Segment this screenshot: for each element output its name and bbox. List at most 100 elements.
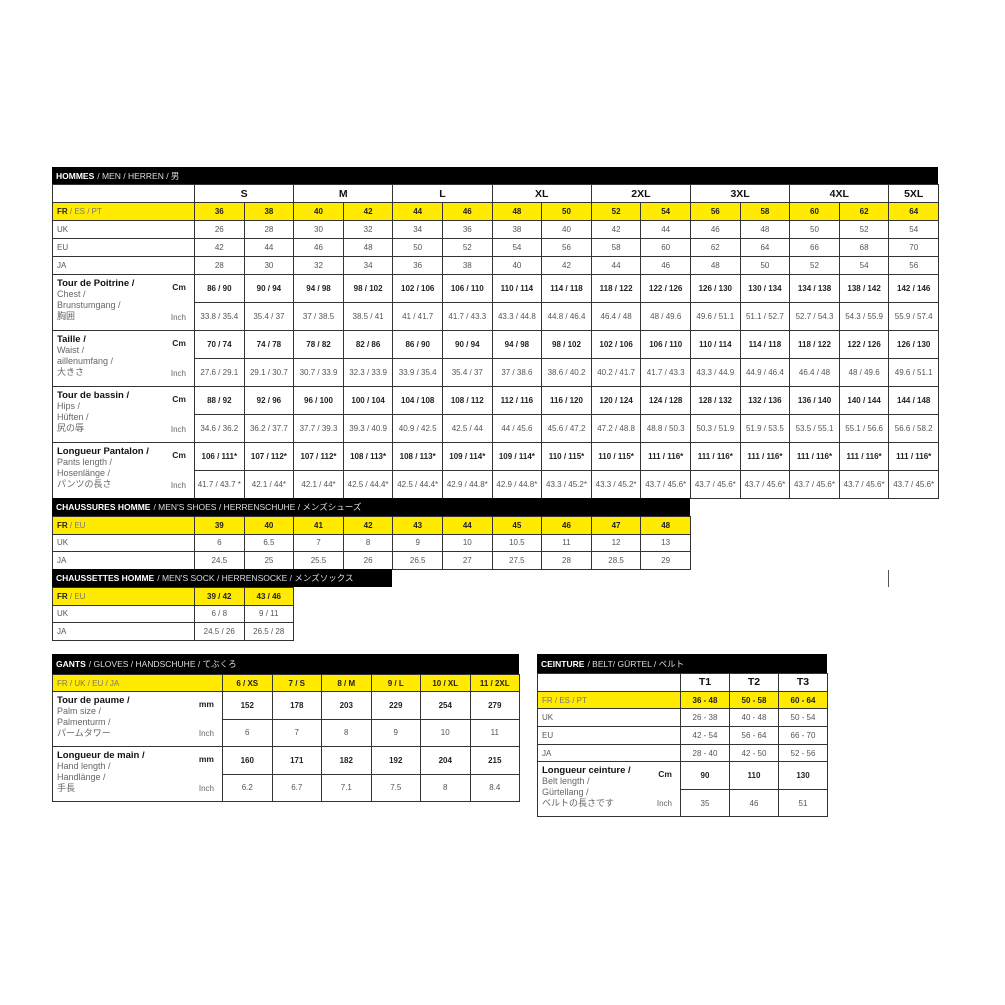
measure-value: 48 / 49.6 xyxy=(640,302,691,331)
measure-value: 215 xyxy=(469,746,520,775)
measure-value: 100 / 104 xyxy=(342,386,394,415)
size-value: 56 xyxy=(888,256,939,275)
size-label: M xyxy=(293,184,394,203)
size-value: 40 xyxy=(541,220,592,239)
measure-value: 47.2 / 48.8 xyxy=(590,414,642,443)
size-value: 52 - 56 xyxy=(778,743,828,763)
measure-subtitle: Brunstumgang / xyxy=(57,300,121,310)
conversion-row: UK 26 28 30 32 34 36 38 40 42 44 46 48 50 52 54 xyxy=(52,220,939,239)
measure-value: 229 xyxy=(370,691,421,720)
size-value: 62 xyxy=(690,238,741,257)
measure-value: 108 / 113* xyxy=(342,442,394,471)
row-label: EU xyxy=(537,726,681,745)
measure-value: 43.7 / 45.6* xyxy=(838,470,890,499)
unit-label: Inch xyxy=(170,313,186,322)
measure-value: 106 / 111* xyxy=(194,442,245,471)
measure-value: 94 / 98 xyxy=(491,330,543,359)
measure-subtitle: Handlänge / xyxy=(57,772,106,782)
size-value: 41 xyxy=(293,516,344,535)
section-title-rest: / BELT/ GÜRTEL / ベルト xyxy=(587,658,685,669)
size-value: 9 xyxy=(392,533,443,552)
size-value: 42 xyxy=(342,202,394,221)
shoes-size-table: CHAUSSURES HOMME / MEN'S SHOES / HERRENSC… xyxy=(52,498,691,570)
measure-value: 74 / 78 xyxy=(243,330,295,359)
measure-value: 70 / 74 xyxy=(194,330,245,359)
size-value: 64 xyxy=(888,202,939,221)
size-value: 54 xyxy=(491,238,543,257)
measure-value: 45.6 / 47.2 xyxy=(541,414,592,443)
measure-subtitle: Hosenlänge / xyxy=(57,468,111,478)
measure-value: 160 xyxy=(222,746,273,775)
measure-value: 130 / 134 xyxy=(739,274,791,303)
measure-value: 43.7 / 45.6* xyxy=(690,470,741,499)
measure-value: 42.1 / 44* xyxy=(293,470,344,499)
conversion-row: UK 6 6.5 7 8 9 10 10.5 11 12 13 xyxy=(52,533,691,552)
measure-value: 122 / 126 xyxy=(838,330,890,359)
conversion-row: JA 24.5 25 25.5 26 26.5 27 27.5 28 28.5 29 xyxy=(52,551,691,570)
measure-value: 102 / 106 xyxy=(392,274,443,303)
measure-label: Tour de paume / Palm size / Palmenturm / パー… xyxy=(52,691,223,747)
measure-value: 138 / 142 xyxy=(838,274,890,303)
measure-value: 111 / 116* xyxy=(640,442,691,471)
unit-label: Inch xyxy=(170,425,186,434)
measure-value: 37 / 38.6 xyxy=(491,358,543,387)
unit-label: Cm xyxy=(658,769,672,780)
size-value: 68 xyxy=(838,238,890,257)
reference-size-row: FR / EU 39 / 42 43 / 46 xyxy=(52,587,294,606)
measure-value: 111 / 116* xyxy=(789,442,840,471)
measure-value: 30.7 / 33.9 xyxy=(293,358,344,387)
size-value: 29 xyxy=(640,551,691,570)
measure-value: 50.3 / 51.9 xyxy=(690,414,741,443)
measure-value: 111 / 116* xyxy=(739,442,791,471)
measure-value: 46 xyxy=(729,788,779,818)
socks-size-table: CHAUSSETTES HOMME / MEN'S SOCK / HERRENSO… xyxy=(52,569,392,641)
measure-value: 11 xyxy=(469,718,520,747)
measure-value: 203 xyxy=(321,691,372,720)
row-label: FR / EU xyxy=(52,587,195,606)
row-label: JA xyxy=(52,622,195,641)
measure-value: 86 / 90 xyxy=(194,274,245,303)
measure-value: 7 xyxy=(271,718,322,747)
measure-value: 92 / 96 xyxy=(243,386,295,415)
size-header-row: S M L XL 2XL 3XL 4XL 5XL xyxy=(52,184,939,203)
measure-value: 43.3 / 44.9 xyxy=(690,358,741,387)
measure-value: 41 / 41.7 xyxy=(392,302,443,331)
conversion-row: EU 42 44 46 48 50 52 54 56 58 60 62 64 66 68 70 xyxy=(52,238,939,257)
measure-title: Longueur Pantalon / xyxy=(57,446,149,457)
conversion-row: EU 42 - 54 56 - 64 66 - 70 xyxy=(537,726,828,745)
measure-value: 122 / 126 xyxy=(640,274,691,303)
measure-subtitle: Palmenturm / xyxy=(57,717,111,727)
size-value: 11 xyxy=(541,533,592,552)
section-title-rest: / MEN / HERREN / 男 xyxy=(97,170,180,181)
measure-value: 35.4 / 37 xyxy=(441,358,493,387)
measure-value: 44 / 45.6 xyxy=(491,414,543,443)
measure-value: 55.9 / 57.4 xyxy=(888,302,939,331)
size-label: XL xyxy=(491,184,592,203)
row-label: FR / ES / PT xyxy=(537,690,681,710)
size-value: 39 / 42 xyxy=(194,587,245,606)
row-label: UK xyxy=(52,220,195,239)
measure-value: 7.5 xyxy=(370,773,421,802)
section-title: HOMMES / MEN / HERREN / 男 xyxy=(52,167,938,184)
size-label: T3 xyxy=(778,673,828,692)
size-value: 8 xyxy=(342,533,394,552)
measure-subtitle: 手長 xyxy=(57,783,76,793)
measure-value: 49.6 / 51.1 xyxy=(690,302,741,331)
size-label: L xyxy=(392,184,493,203)
measure-value: 51.1 / 52.7 xyxy=(739,302,791,331)
measure-value: 152 xyxy=(222,691,273,720)
row-label-rest: / EU xyxy=(67,591,86,601)
measure-subtitle: 大きさ xyxy=(57,367,85,377)
men-size-table: HOMMES / MEN / HERREN / 男 S M L XL 2XL 3XL 4XL 5X… xyxy=(52,167,939,499)
size-value: 48 xyxy=(640,516,691,535)
size-value: 26 xyxy=(342,551,394,570)
row-label: UK xyxy=(52,533,195,552)
measure-value: 126 / 130 xyxy=(888,330,939,359)
measure-value: 112 / 116 xyxy=(491,386,543,415)
size-value: 26 - 38 xyxy=(680,708,730,728)
size-grid: T1 T2 T3 FR / ES / PT 36 - 48 50 - 58 60 - 64 U… xyxy=(537,673,828,818)
measure-value: 110 / 114 xyxy=(690,330,741,359)
size-value: 66 - 70 xyxy=(778,726,828,745)
measure-value: 128 / 132 xyxy=(690,386,741,415)
